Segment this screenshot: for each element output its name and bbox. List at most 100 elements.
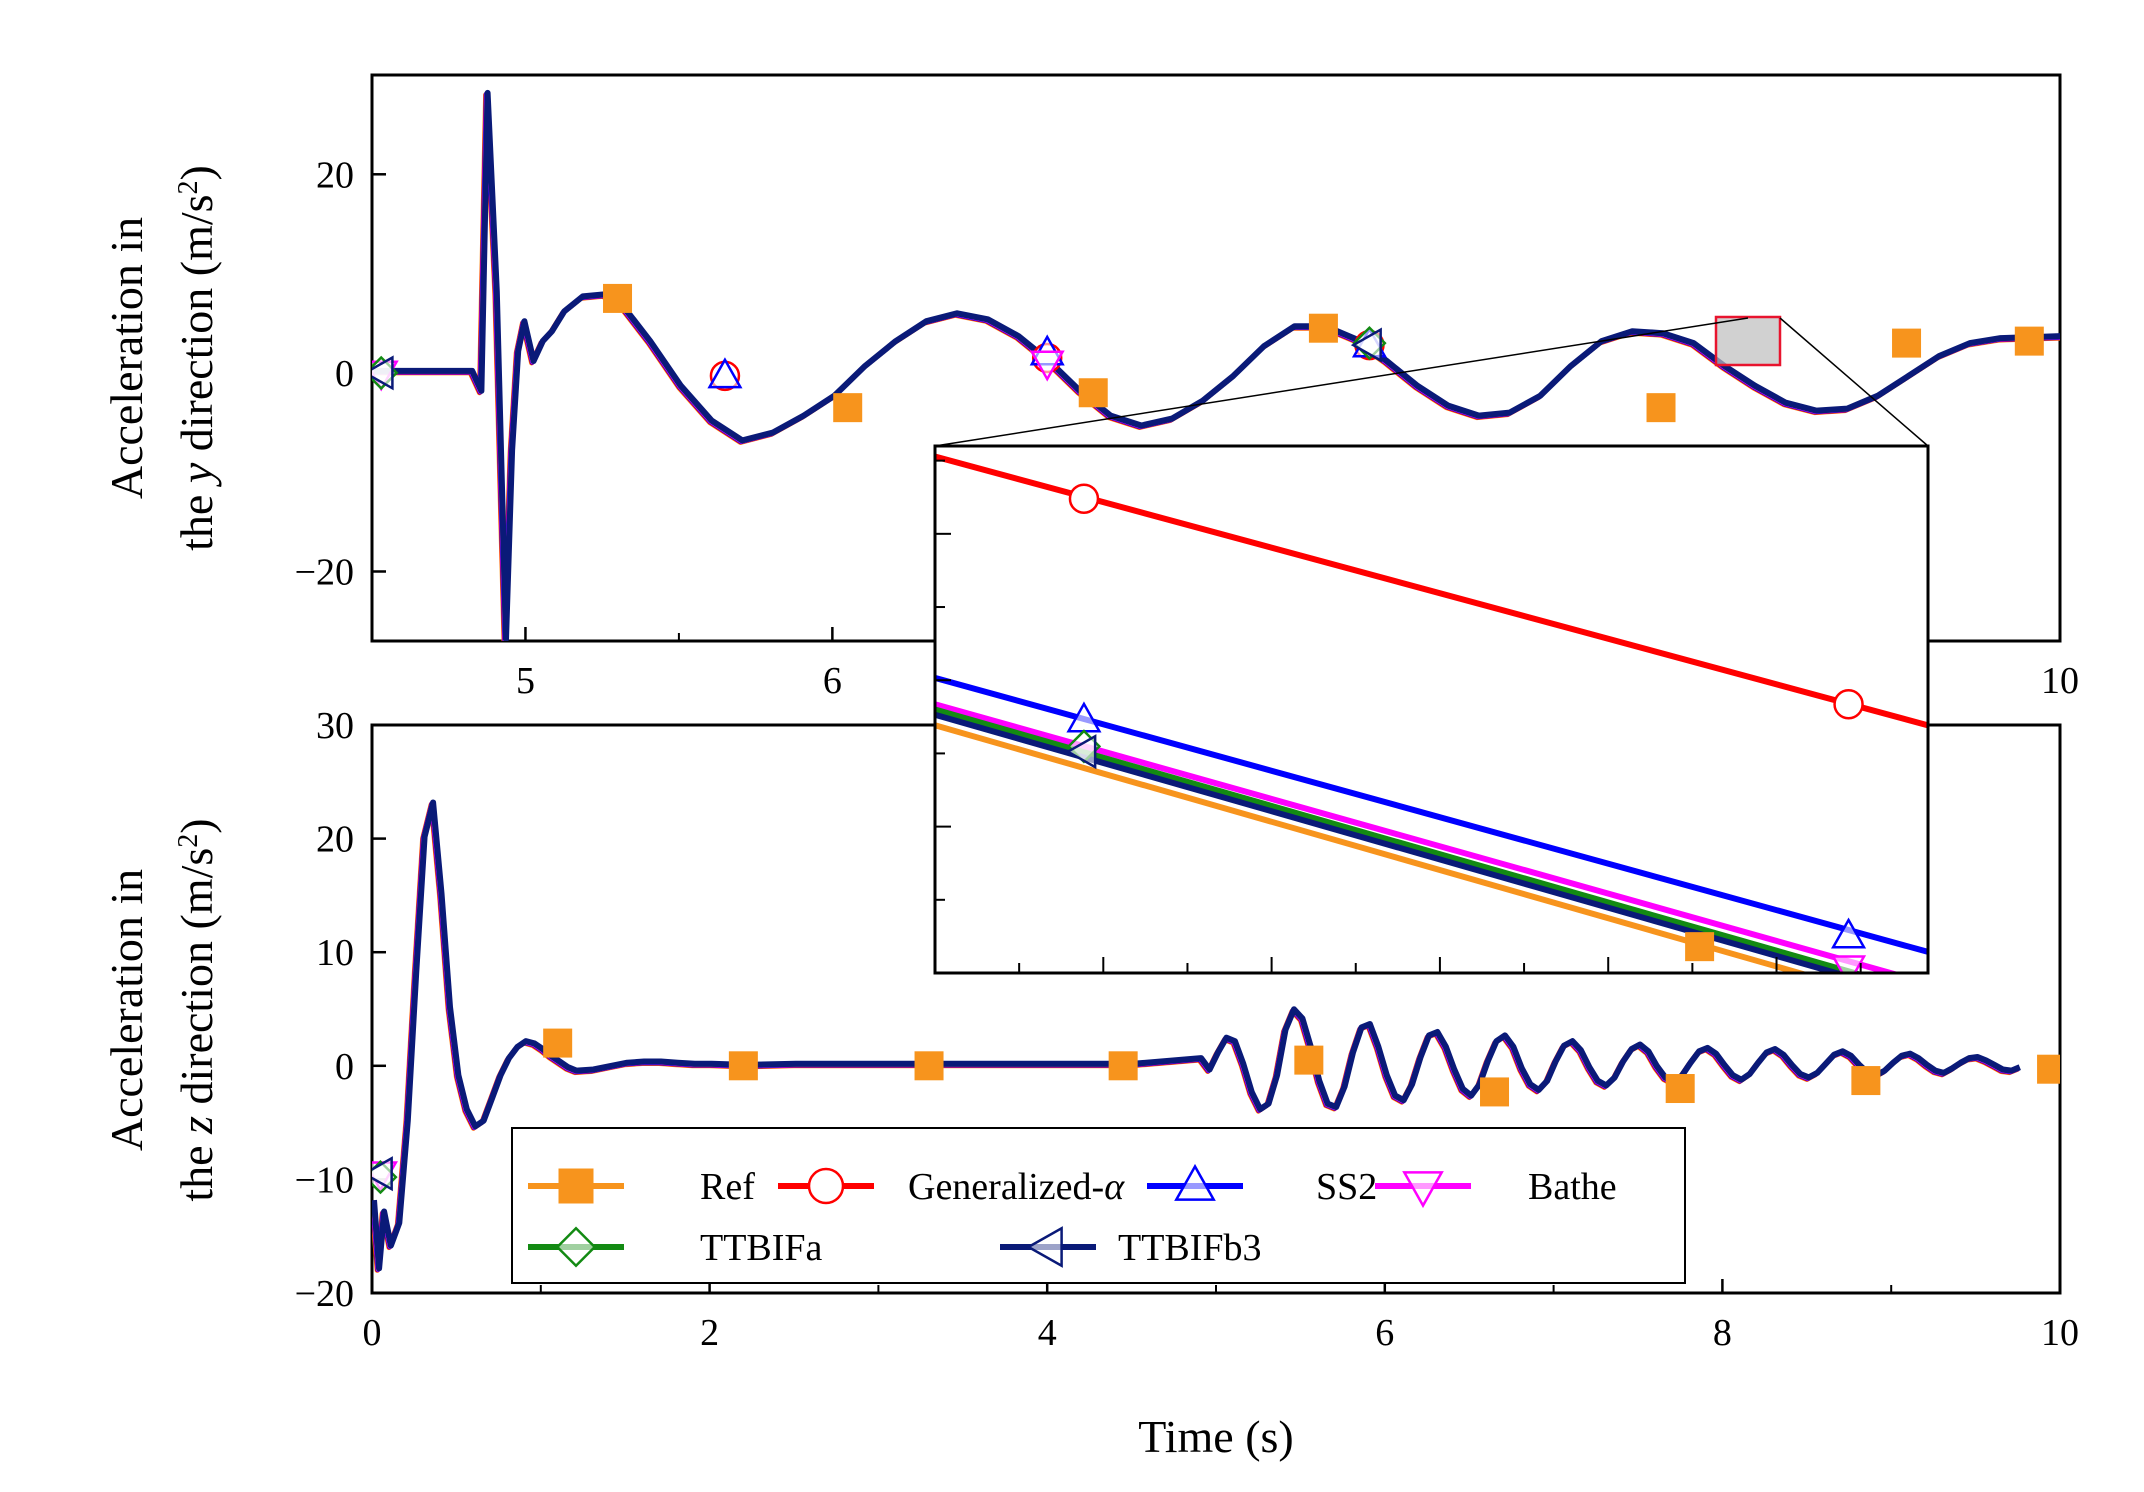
marker-ref [603, 283, 633, 313]
bottom-ylabel-suffix: direction (m/s [171, 848, 222, 1116]
top-ylabel-close: ) [171, 165, 222, 180]
bottom-ylabel-close: ) [171, 818, 222, 833]
legend-label: SS2 [1316, 1166, 1377, 1208]
bottom-ylabel-exp: 2 [173, 834, 204, 848]
inset-marker-ss2 [1831, 917, 1867, 949]
legend-label: Bathe [1528, 1166, 1617, 1208]
bottom-ylabel-line1: Acceleration in [101, 869, 152, 1151]
x-tick-label: 2 [700, 1312, 719, 1354]
y-tick-label: 20 [316, 819, 354, 861]
bottom-series-lines [372, 799, 2021, 1273]
legend-item-ttbifa: TTBIFa [528, 1226, 823, 1269]
legend-marker-bathe [1402, 1171, 1444, 1209]
marker-ref [1851, 1066, 1881, 1096]
legend-label: TTBIFb3 [1118, 1227, 1262, 1269]
x-tick-label: 8 [1713, 1312, 1732, 1354]
x-tick-label: 5 [516, 660, 535, 702]
zoom-connector-right [1779, 317, 1929, 447]
x-tick-label: 6 [823, 660, 842, 702]
inset-series-lines [935, 453, 1928, 973]
inset-line-generalized [935, 453, 1928, 729]
inset-marker-generalized [1068, 483, 1100, 514]
inset-line-ttbifa [935, 706, 1866, 973]
bottom-panel: 0 2 4 6 8 10 −20 −10 0 10 20 30 Acceleration in the… [101, 705, 2079, 1462]
inset-ticks [935, 459, 1862, 973]
x-axis-title: Time (s) [1138, 1411, 1294, 1462]
x-tick-label: 10 [2041, 660, 2079, 702]
marker-ttbifb3 [372, 1156, 393, 1192]
y-tick-label: −20 [295, 1273, 354, 1315]
marker-ref [1480, 1077, 1510, 1107]
top-ylabel-line1: Acceleration in [101, 217, 152, 499]
marker-ttbifb3 [372, 355, 394, 391]
top-panel: 5 6 10 −20 0 20 Acceleration in the y directi… [101, 73, 2079, 702]
legend-label: Generalized-α [908, 1166, 1125, 1208]
legend-marker-ref [558, 1168, 594, 1204]
bottom-markers [372, 1028, 2060, 1195]
legend-label-symbol: α [1104, 1166, 1125, 1208]
marker-ref [2037, 1054, 2060, 1084]
zoom-region-box [1714, 315, 1782, 367]
marker-ref [1108, 1051, 1138, 1081]
top-ticks: 5 6 10 −20 0 20 [295, 154, 2079, 702]
inset-marker-generalized [1833, 688, 1864, 720]
top-ylabel-prefix: the [171, 483, 222, 551]
zoom-connector-left [934, 317, 1749, 447]
y-tick-label: 30 [316, 705, 354, 747]
inset-line-ss2 [935, 674, 1928, 955]
y-tick-label: 0 [335, 1046, 354, 1088]
legend-item-generalized: Generalized-α [778, 1166, 1125, 1208]
marker-ref [543, 1028, 573, 1058]
series-line-ttbifb3 [374, 89, 2060, 641]
legend-label: Ref [700, 1166, 755, 1208]
inset-frame [933, 444, 1930, 975]
inset-line-ref [935, 722, 1811, 973]
marker-ref [833, 393, 863, 423]
marker-ttbifb3 [1350, 327, 1382, 363]
marker-ref [1646, 393, 1676, 423]
top-markers [372, 283, 2044, 423]
inset-marker-ref [1685, 932, 1715, 962]
bottom-ylabel-var: z [171, 1116, 222, 1135]
bottom-ylabel-line2: the z direction (m/s2) [171, 818, 222, 1201]
y-tick-label: −10 [295, 1159, 354, 1201]
marker-ref [1308, 313, 1338, 343]
legend: Ref Generalized-α SS2 Bathe TTBIFa TTBIFb3 [511, 1127, 1686, 1284]
y-tick-label: −20 [295, 551, 354, 593]
marker-bathe [1029, 350, 1065, 382]
marker-ref [1892, 328, 1922, 358]
legend-item-ss2: SS2 [1147, 1163, 1377, 1208]
bottom-ylabel-prefix: the [171, 1134, 222, 1202]
top-ylabel-exp: 2 [173, 180, 204, 194]
marker-ref [728, 1051, 758, 1081]
legend-marker-ttbifb3 [1025, 1226, 1063, 1268]
zoom-indicator [934, 315, 1929, 447]
marker-ref [1078, 378, 1108, 408]
y-tick-label: 20 [316, 154, 354, 196]
legend-box [511, 1127, 1686, 1284]
inset-panel [933, 444, 1930, 975]
marker-ss2 [707, 357, 743, 389]
top-ylabel-var: y [171, 462, 222, 487]
marker-ref [914, 1051, 944, 1081]
inset-marker-ttbifb3 [1065, 734, 1097, 770]
legend-marker-generalized [807, 1167, 845, 1205]
top-series-lines [372, 89, 2060, 641]
inset-line-bathe [935, 701, 1902, 973]
y-tick-label: 10 [316, 932, 354, 974]
legend-item-ref: Ref [528, 1166, 755, 1208]
marker-ref [2014, 326, 2044, 356]
x-tick-label: 6 [1375, 1312, 1394, 1354]
x-tick-label: 4 [1038, 1312, 1057, 1354]
marker-ref [1665, 1074, 1695, 1104]
legend-item-ttbifb3: TTBIFb3 [1000, 1226, 1262, 1269]
series-line-ttbifb3 [372, 799, 2021, 1272]
inset-marker-bathe [1831, 955, 1867, 973]
y-tick-label: 0 [335, 353, 354, 395]
x-tick-label: 10 [2041, 1312, 2079, 1354]
inset-line-ttbifb3 [935, 711, 1847, 973]
x-tick-label: 0 [363, 1312, 382, 1354]
inset-background [935, 446, 1928, 973]
marker-ref [1294, 1045, 1324, 1075]
